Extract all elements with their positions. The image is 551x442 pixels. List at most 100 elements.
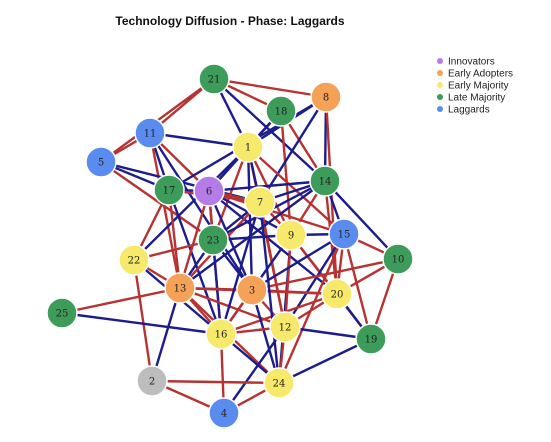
node-25[interactable]: 25 — [46, 297, 78, 329]
node-10[interactable]: 10 — [382, 243, 414, 275]
legend-item-late-majority: Late Majority — [437, 93, 505, 104]
legend-label: Laggards — [448, 105, 490, 116]
node-label: 22 — [128, 256, 141, 267]
diagram-title: Technology Diffusion - Phase: Laggards — [115, 14, 344, 28]
node-circle[interactable] — [198, 63, 230, 95]
edge-17-16 — [167, 188, 223, 336]
edge-1-23 — [211, 145, 250, 242]
node-label: 9 — [288, 231, 294, 242]
node-circle[interactable] — [134, 117, 166, 149]
node-circle[interactable] — [236, 274, 268, 306]
edge-15-12 — [283, 232, 346, 329]
node-label: 10 — [392, 255, 405, 266]
node-circle[interactable] — [328, 218, 360, 250]
node-circle[interactable] — [164, 272, 196, 304]
node-circle[interactable] — [269, 311, 301, 343]
node-label: 20 — [331, 290, 344, 301]
node-circle[interactable] — [310, 81, 342, 113]
node-8[interactable]: 8 — [310, 81, 342, 113]
node-label: 15 — [338, 230, 351, 241]
node-circle[interactable] — [321, 278, 353, 310]
node-label: 25 — [56, 309, 69, 320]
edge-17-13 — [167, 188, 182, 290]
node-label: 16 — [215, 330, 228, 341]
node-13[interactable]: 13 — [164, 272, 196, 304]
node-24[interactable]: 24 — [263, 367, 295, 399]
node-2[interactable]: 2 — [136, 365, 168, 397]
node-circle[interactable] — [208, 397, 240, 429]
legend-label: Late Majority — [448, 93, 505, 104]
node-3[interactable]: 3 — [236, 274, 268, 306]
node-14[interactable]: 14 — [309, 165, 341, 197]
node-1[interactable]: 1 — [232, 131, 264, 163]
node-circle[interactable] — [153, 174, 185, 206]
node-label: 23 — [207, 236, 220, 247]
node-circle[interactable] — [309, 165, 341, 197]
edge-11-13 — [148, 131, 182, 290]
node-label: 8 — [323, 93, 329, 104]
node-label: 2 — [149, 377, 155, 388]
node-circle[interactable] — [244, 186, 276, 218]
node-16[interactable]: 16 — [205, 318, 237, 350]
edge-6-13 — [178, 189, 211, 290]
legend-item-early-adopters: Early Adopters — [437, 69, 513, 80]
node-20[interactable]: 20 — [321, 278, 353, 310]
edge-14-10 — [323, 179, 400, 261]
node-circle[interactable] — [85, 146, 117, 178]
node-21[interactable]: 21 — [198, 63, 230, 95]
node-9[interactable]: 9 — [275, 219, 307, 251]
node-circle[interactable] — [46, 297, 78, 329]
node-6[interactable]: 6 — [193, 175, 225, 207]
node-11[interactable]: 11 — [134, 117, 166, 149]
node-23[interactable]: 23 — [197, 224, 229, 256]
node-label: 5 — [98, 158, 104, 169]
node-circle[interactable] — [193, 175, 225, 207]
node-15[interactable]: 15 — [328, 218, 360, 250]
nodes-layer: 1234567891011121314151617181920212223242… — [46, 63, 414, 429]
edge-19-24 — [277, 337, 373, 385]
edge-7-12 — [258, 200, 287, 329]
node-circle[interactable] — [197, 224, 229, 256]
node-circle[interactable] — [275, 219, 307, 251]
edge-15-24 — [277, 232, 346, 385]
edge-18-9 — [279, 109, 293, 237]
legend-label: Early Majority — [448, 81, 509, 92]
node-circle[interactable] — [355, 323, 387, 355]
node-circle[interactable] — [136, 365, 168, 397]
node-label: 19 — [365, 335, 378, 346]
legend-swatch — [437, 70, 443, 76]
node-circle[interactable] — [205, 318, 237, 350]
node-label: 24 — [273, 379, 286, 390]
node-circle[interactable] — [382, 243, 414, 275]
edge-15-19 — [342, 232, 373, 341]
edge-7-16 — [219, 200, 262, 336]
edge-5-23 — [99, 160, 215, 242]
node-label: 7 — [257, 198, 263, 209]
node-7[interactable]: 7 — [244, 186, 276, 218]
node-label: 6 — [206, 187, 212, 198]
node-label: 3 — [249, 286, 255, 297]
node-4[interactable]: 4 — [208, 397, 240, 429]
legend-swatch — [437, 94, 443, 100]
edge-2-24 — [150, 379, 281, 385]
edge-1-22 — [132, 145, 250, 262]
node-12[interactable]: 12 — [269, 311, 301, 343]
node-19[interactable]: 19 — [355, 323, 387, 355]
node-18[interactable]: 18 — [265, 95, 297, 127]
node-circle[interactable] — [263, 367, 295, 399]
node-label: 1 — [245, 143, 251, 154]
legend-item-laggards: Laggards — [437, 105, 490, 116]
edge-10-3 — [250, 257, 400, 292]
node-17[interactable]: 17 — [153, 174, 185, 206]
node-label: 4 — [221, 409, 227, 420]
edge-11-3 — [148, 131, 254, 292]
node-circle[interactable] — [118, 244, 150, 276]
edge-8-20 — [324, 95, 339, 296]
node-5[interactable]: 5 — [85, 146, 117, 178]
node-22[interactable]: 22 — [118, 244, 150, 276]
node-circle[interactable] — [265, 95, 297, 127]
edge-6-3 — [207, 189, 254, 292]
edge-13-25 — [60, 286, 182, 315]
node-circle[interactable] — [232, 131, 264, 163]
